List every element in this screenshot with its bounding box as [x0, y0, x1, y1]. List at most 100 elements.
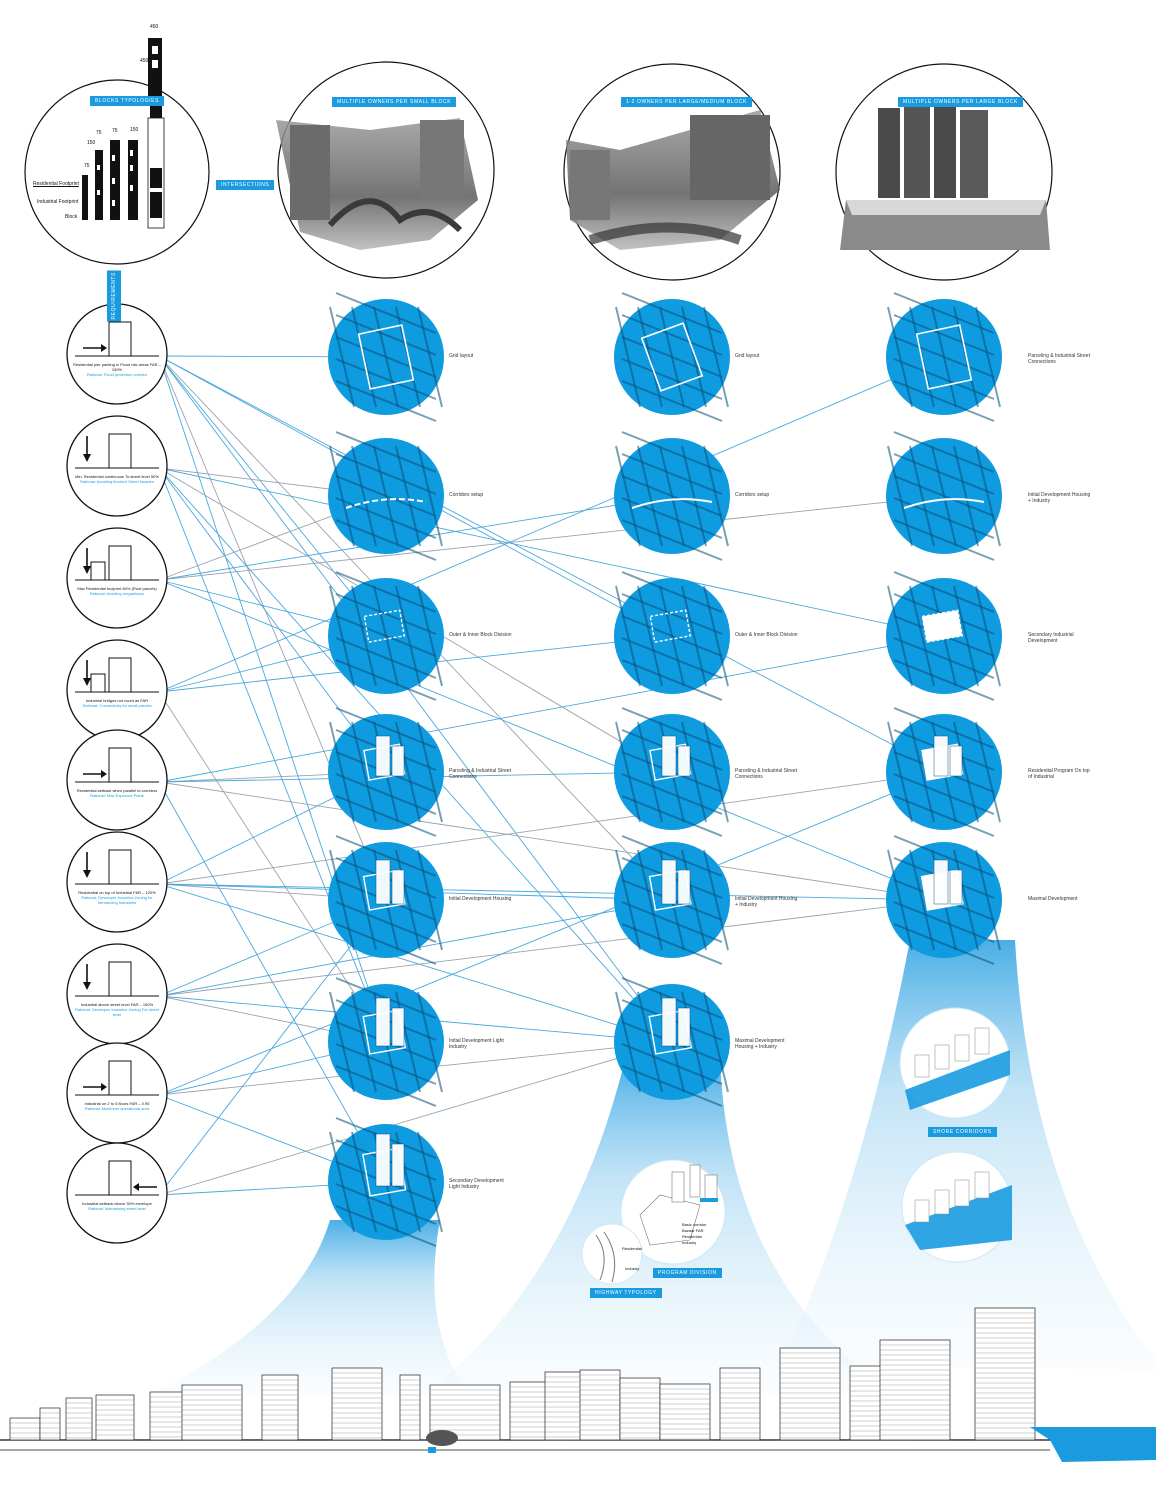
connector-line: [158, 467, 945, 637]
blocks-typologies-tag: BLOCKS TYPOLOGIES: [90, 96, 165, 106]
connector-line: [158, 355, 673, 1043]
connector-lines: [158, 355, 945, 1196]
connector-line: [158, 1041, 673, 1196]
rule-text: Residential on top of Industrial FAR – 1…: [78, 890, 156, 895]
rule-text: Industrial above street level FAR – 150%: [80, 1002, 154, 1007]
program-label-f: Industry: [625, 1266, 640, 1271]
section-building: [659, 1383, 711, 1441]
connector-line: [158, 467, 387, 773]
connector-line: [158, 356, 945, 693]
water-fill: [1030, 1427, 1156, 1462]
scale-75b: 75: [112, 128, 118, 134]
scale-150b: 150: [130, 127, 139, 133]
rule-caption-6: Residential on top of Industrial FAR – 1…: [72, 890, 162, 905]
rule-rationale: Rational: Flood protection corridor: [86, 372, 148, 377]
step-circle-c1-7: [328, 1117, 444, 1247]
step-circle-c1-2: [328, 431, 444, 561]
scenario-label-1: MULTIPLE OWNERS PER SMALL BLOCK: [332, 97, 457, 107]
program-label-a: Basic corridor: [682, 1222, 707, 1227]
intersections-tag: INTERSECTIONS: [216, 180, 275, 190]
section-building: [779, 1347, 841, 1441]
label-block: Block: [65, 214, 78, 220]
step-circle-c1-4: [328, 707, 444, 837]
section-building: [579, 1369, 621, 1441]
step-circle-c2-6: [614, 977, 730, 1107]
rule-text: Industrial bridges not count as FAR: [85, 698, 149, 703]
rule-circle-3: [66, 527, 168, 629]
rule-circle-8: [66, 1042, 168, 1144]
rule-rationale: Rational: Avoiding megablocks: [89, 591, 145, 596]
connector-line: [158, 579, 945, 901]
rule-rationale: Rational: Avoiding blocked Street facade…: [80, 479, 154, 484]
step-circle-c3-3: [886, 571, 1002, 701]
rule-rationale: Rational: Maintaining street level: [88, 1206, 146, 1211]
section-building: [619, 1377, 661, 1441]
step-circle-c3-2: [886, 431, 1002, 561]
step-caption-c2-5: Initial Development Housing + Industry: [735, 896, 798, 908]
step-circle-c3-5: [886, 835, 1002, 965]
section-building: [181, 1384, 243, 1441]
rule-rationale: Rational: Developer Incentive Zoning for…: [81, 895, 153, 905]
program-label-d: Industry: [682, 1240, 697, 1245]
step-caption-c1-6: Initial Development Light Industry: [449, 1038, 504, 1050]
section-building: [974, 1307, 1036, 1441]
rule-rationale: Rational: Max Exposure Plane: [90, 793, 144, 798]
scenario-label-2: 1-2 OWNERS PER LARGE/MEDIUM BLOCK: [621, 97, 752, 107]
rule-circle-2: [66, 415, 168, 517]
step-circle-c2-2: [614, 431, 730, 561]
rule-caption-2: Min. Residential continuous To street le…: [72, 474, 162, 484]
step-circle-c2-4: [614, 707, 730, 837]
program-division-tag: PROGRAM DIVISION: [653, 1268, 722, 1278]
program-label-e: Residential: [622, 1246, 642, 1251]
connector-line: [158, 771, 945, 1096]
step-caption-c3-4: Residential Program On top of Industrial: [1028, 768, 1090, 780]
step-circle-c2-1: [614, 292, 730, 422]
step-caption-c1-1: Grid layout: [449, 353, 474, 359]
rule-caption-7: Industrial above street level FAR – 150%…: [72, 1002, 162, 1017]
rule-circles: [66, 303, 168, 1244]
section-building: [719, 1367, 761, 1441]
section-building: [9, 1417, 41, 1441]
step-caption-c2-1: Grid layout: [735, 353, 760, 359]
connector-line: [158, 899, 945, 997]
rule-circle-9: [66, 1142, 168, 1244]
step-circle-c3-1: [886, 292, 1002, 422]
step-circle-c2-5: [614, 835, 730, 965]
connector-line: [158, 355, 945, 773]
typology-circle: [24, 38, 210, 265]
step-caption-c3-5: Maximal Development: [1028, 896, 1078, 902]
scale-top: 450: [150, 24, 159, 30]
scenario-label-3: MULTIPLE OWNERS PER LARGE BLOCK: [898, 97, 1023, 107]
rule-rationale: Rational: Maximum operational area: [84, 1106, 150, 1111]
highway-typology-tag: HIGHWAY TYPOLOGY: [590, 1288, 662, 1298]
step-caption-c1-5: Initial Development Housing: [449, 896, 512, 902]
label-industrial: Industrial Footprint: [37, 199, 79, 205]
connector-line: [158, 635, 945, 783]
step-caption-c3-3: Secondary Industrial Development: [1028, 632, 1074, 644]
tree-icon: [426, 1430, 458, 1446]
connector-line: [158, 467, 387, 1043]
section-building: [331, 1367, 383, 1441]
step-caption-c2-2: Corridors setup: [735, 492, 770, 498]
step-circle-c3-4: [886, 707, 1002, 837]
shore-corridors-tag: SHORE CORRIDORS: [928, 1127, 997, 1137]
rule-rationale: Rational: Connectivity for small parcels: [82, 703, 152, 708]
step-caption-c1-7: Secondary Development Light Industry: [449, 1178, 504, 1190]
step-circle-c1-3: [328, 571, 444, 701]
rule-text: Industrial setback above 30% envelope: [82, 1201, 152, 1206]
rule-caption-5: Residential setback when parallel to cor…: [72, 788, 162, 798]
scenario-circle-2: [563, 63, 781, 281]
connector-line: [158, 495, 945, 581]
rule-circle-6: [66, 831, 168, 933]
program-label-c: Residential: [682, 1234, 702, 1239]
step-caption-c3-1: Parceling & Industrial Street Connection…: [1028, 353, 1090, 365]
connector-line: [158, 355, 387, 637]
rule-text: Residential setback when parallel to cor…: [76, 788, 158, 793]
scale-75c: 75: [84, 163, 90, 169]
rule-caption-9: Industrial setback above 30% envelope Rat…: [72, 1201, 162, 1211]
step-caption-c3-2: Initial Development Housing + Industry: [1028, 492, 1091, 504]
step-caption-c2-6: Maximal Development Housing + Industry: [735, 1038, 785, 1050]
program-label-b: Bazaar FAR: [682, 1228, 704, 1233]
step-caption-c1-4: Parceling & Industrial Street Connection…: [449, 768, 511, 780]
scenario-circle-3: [835, 63, 1053, 281]
